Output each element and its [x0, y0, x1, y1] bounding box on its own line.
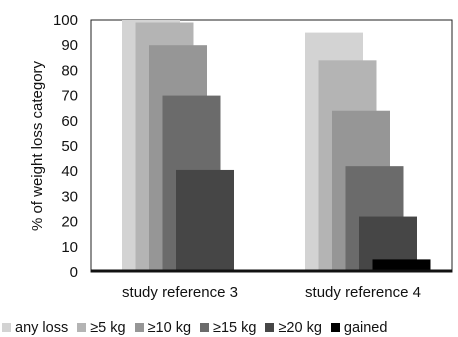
y-tick-label: 20 — [61, 214, 78, 231]
legend-swatch — [330, 323, 340, 332]
legend-swatch — [2, 323, 11, 332]
legend-label: ≥15 kg — [213, 319, 257, 336]
legend-item: any loss — [2, 320, 68, 336]
legend-swatch — [134, 323, 144, 332]
legend-item: gained — [330, 319, 388, 336]
legend-label: ≥5 kg — [90, 319, 126, 336]
legend-item: ≥5 kg — [77, 319, 126, 336]
legend-item: ≥10 kg — [134, 319, 192, 336]
bar-0-4 — [176, 169, 234, 272]
y-tick-label: 0 — [70, 264, 78, 281]
legend-label: ≥10 kg — [147, 319, 192, 336]
y-tick-label: 60 — [61, 113, 78, 130]
legend-swatch — [77, 323, 87, 332]
y-tick-label: 70 — [61, 88, 78, 105]
y-tick-label: 90 — [61, 37, 78, 54]
legend-item: ≥15 kg — [200, 320, 256, 336]
y-tick-label: 40 — [61, 163, 78, 180]
x-category-label: study reference 3 — [122, 284, 238, 301]
legend-label: gained — [343, 319, 388, 336]
y-tick-label: 10 — [61, 239, 78, 256]
legend-label: any loss — [15, 319, 69, 336]
legend-item: ≥20 kg — [265, 319, 322, 336]
chart-legend: any loss ≥5 kg ≥10 kg ≥15 kg ≥20 kg gained — [2, 318, 458, 337]
y-tick-label: 80 — [61, 62, 78, 79]
legend-label: ≥20 kg — [278, 319, 322, 336]
y-axis-label: % of weight loss category — [29, 60, 46, 231]
y-tick-label: 50 — [61, 138, 78, 155]
y-tick-label: 100 — [53, 12, 78, 29]
bar-1-5 — [372, 259, 431, 272]
legend-swatch — [265, 323, 275, 332]
x-category-label: study reference 4 — [305, 284, 421, 301]
legend-swatch — [200, 323, 210, 332]
y-tick-label: 30 — [61, 188, 78, 205]
